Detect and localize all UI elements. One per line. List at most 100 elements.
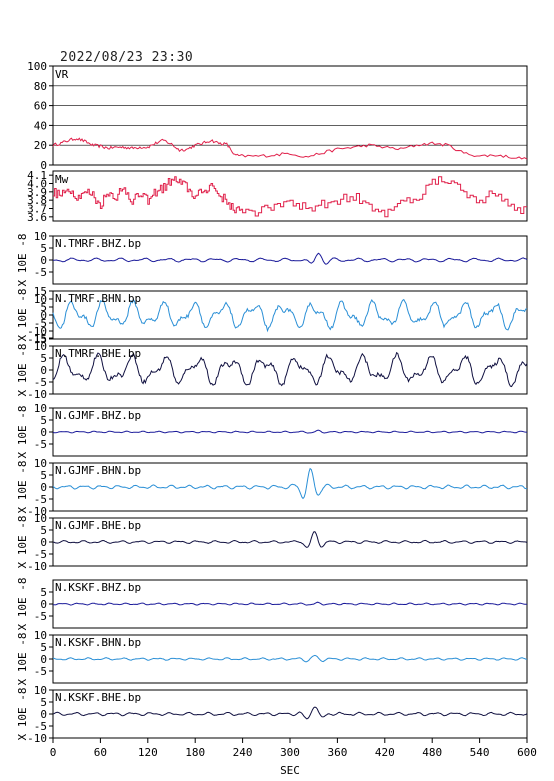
- waveform-ylabel: X 10E -8: [16, 461, 29, 514]
- mw-panel-label: Mw: [55, 173, 69, 186]
- mw-ytick-label: 4.0: [27, 178, 47, 191]
- waveform-ytick-label: 10: [34, 512, 47, 525]
- waveform-ytick-label: 0: [40, 364, 47, 377]
- vr-panel-frame: [52, 65, 528, 166]
- waveform-ylabel: X 10E -8: [16, 289, 29, 342]
- waveform-ytick-label: 10: [34, 402, 47, 415]
- vr-ytick-label: 60: [34, 100, 47, 113]
- waveform-station-label: N.GJMF.BHN.bp: [55, 464, 141, 477]
- waveform-ytick-label: 10: [34, 457, 47, 470]
- mw-ytick-label: 3.6: [27, 211, 47, 224]
- waveform-ytick-label: 5: [40, 524, 47, 537]
- waveform-ylabel: X 10E -8: [16, 578, 29, 631]
- vr-ytick-label: 20: [34, 139, 47, 152]
- waveform-ytick-label: 0: [40, 653, 47, 666]
- waveform-ylabel: X 10E -8: [16, 234, 29, 287]
- waveform-ytick-label: 10: [34, 230, 47, 243]
- x-tick-label: 300: [280, 746, 300, 759]
- waveform-ytick-label: 5: [40, 586, 47, 599]
- waveform-ytick-label: 0: [40, 536, 47, 549]
- waveform-ytick-label: -5: [34, 610, 47, 623]
- mw-series-line: [53, 176, 527, 218]
- waveform-ytick-label: -5: [34, 665, 47, 678]
- waveform-ytick-label: -5: [34, 317, 47, 330]
- vr-ytick-label: 40: [34, 119, 47, 132]
- x-tick-label: 0: [50, 746, 57, 759]
- waveform-ytick-label: 5: [40, 641, 47, 654]
- waveform-station-label: N.TMRF.BHZ.bp: [55, 237, 141, 250]
- waveform-station-label: N.KSKF.BHE.bp: [55, 691, 141, 704]
- x-tick-label: 60: [94, 746, 107, 759]
- waveform-trace: [52, 467, 527, 500]
- mw-ytick-label: 3.9: [27, 186, 47, 199]
- waveform-ytick-label: -10: [27, 732, 47, 745]
- waveform-ylabel: X 10E -8: [16, 688, 29, 741]
- waveform-ytick-label: -5: [34, 720, 47, 733]
- waveform-ytick-label: 0: [40, 426, 47, 439]
- waveform-trace: [52, 601, 527, 606]
- waveform-trace: [52, 654, 528, 663]
- x-tick-label: 360: [327, 746, 347, 759]
- x-tick-label: 480: [422, 746, 442, 759]
- waveform-station-label: N.TMRF.BHE.bp: [55, 347, 141, 360]
- waveform-ytick-label: -5: [34, 376, 47, 389]
- waveform-station-label: N.KSKF.BHZ.bp: [55, 581, 141, 594]
- waveform-trace: [52, 531, 528, 548]
- waveform-ytick-label: -10: [27, 325, 47, 338]
- waveform-ytick-label: 5: [40, 301, 47, 314]
- waveform-ytick-label: 0: [40, 254, 47, 267]
- waveform-ylabel: X 10E -8: [16, 516, 29, 569]
- waveform-ytick-label: -5: [34, 266, 47, 279]
- waveform-trace: [52, 351, 528, 388]
- waveform-ytick-label: 5: [40, 352, 47, 365]
- waveform-ytick-label: -5: [34, 438, 47, 451]
- mw-ytick-label: 4.1: [27, 169, 47, 182]
- waveform-ytick-label: 5: [40, 414, 47, 427]
- vr-series-line: [52, 137, 528, 160]
- datetime-title: 2022/08/23 23:30: [60, 50, 194, 65]
- waveform-ylabel: X 10E -8: [16, 633, 29, 686]
- waveform-station-label: N.GJMF.BHZ.bp: [55, 409, 141, 422]
- waveform-ytick-label: 15: [34, 332, 47, 345]
- waveform-ytick-label: 0: [40, 708, 47, 721]
- vr-ytick-label: 80: [34, 80, 47, 93]
- waveform-ylabel: X 10E -8: [16, 406, 29, 459]
- waveform-ytick-label: 0: [40, 598, 47, 611]
- vr-ytick-label: 100: [27, 60, 47, 73]
- waveform-trace: [52, 298, 528, 333]
- waveform-ytick-label: 10: [34, 684, 47, 697]
- mw-ytick-label: 3.7: [27, 203, 47, 216]
- x-tick-label: 240: [233, 746, 253, 759]
- waveform-ylabel: X 10E -8: [16, 344, 29, 397]
- waveform-ytick-label: -15: [27, 333, 47, 346]
- waveform-station-label: N.TMRF.BHN.bp: [55, 292, 141, 305]
- mw-ytick-label: 3.8: [27, 194, 47, 207]
- waveform-station-label: N.KSKF.BHN.bp: [55, 636, 141, 649]
- waveform-ytick-label: -10: [27, 388, 47, 401]
- waveform-ytick-label: 5: [40, 242, 47, 255]
- waveform-ytick-label: 10: [34, 629, 47, 642]
- mw-panel-frame: [52, 170, 528, 222]
- waveform-ytick-label: 10: [34, 340, 47, 353]
- waveform-ytick-label: 5: [40, 469, 47, 482]
- waveform-ytick-label: 10: [34, 293, 47, 306]
- x-tick-label: 540: [470, 746, 490, 759]
- waveform-station-label: N.GJMF.BHE.bp: [55, 519, 141, 532]
- waveform-ytick-label: 5: [40, 696, 47, 709]
- x-tick-label: 420: [375, 746, 395, 759]
- vr-ytick-label: 0: [40, 159, 47, 172]
- waveform-ytick-label: -10: [27, 505, 47, 518]
- waveform-trace: [52, 429, 528, 434]
- waveform-trace: [52, 706, 528, 720]
- waveform-ytick-label: 0: [40, 481, 47, 494]
- x-axis-label: SEC: [280, 764, 300, 777]
- vr-panel-label: VR: [55, 68, 69, 81]
- waveform-trace: [52, 252, 528, 265]
- x-tick-label: 120: [138, 746, 158, 759]
- waveform-ytick-label: -5: [34, 548, 47, 561]
- waveform-ytick-label: -5: [34, 493, 47, 506]
- x-tick-label: 600: [517, 746, 537, 759]
- waveform-ytick-label: -10: [27, 560, 47, 573]
- x-tick-label: 180: [185, 746, 205, 759]
